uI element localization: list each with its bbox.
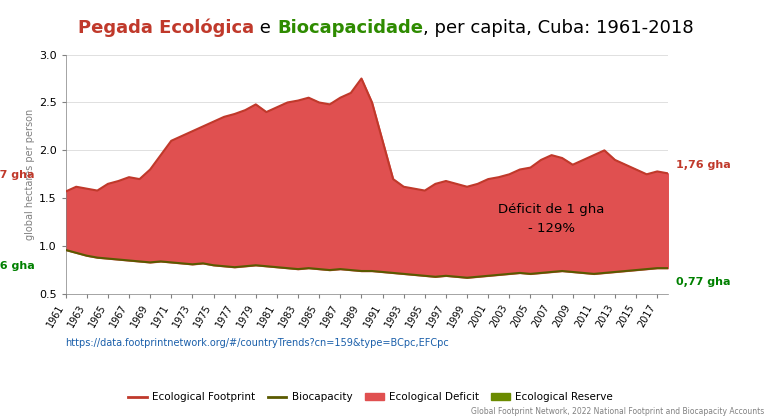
Text: 0,96 gha: 0,96 gha	[0, 261, 34, 271]
Text: 0,77 gha: 0,77 gha	[676, 277, 730, 287]
Text: 1,57 gha: 1,57 gha	[0, 170, 34, 180]
Text: Déficit de 1 gha: Déficit de 1 gha	[499, 203, 604, 216]
Y-axis label: global hectares per person: global hectares per person	[25, 109, 35, 240]
Legend: Ecological Footprint, Biocapacity, Ecological Deficit, Ecological Reserve: Ecological Footprint, Biocapacity, Ecolo…	[124, 388, 617, 407]
Text: , per capita, Cuba: 1961-2018: , per capita, Cuba: 1961-2018	[423, 19, 694, 37]
Text: Pegada Ecológica: Pegada Ecológica	[78, 19, 255, 37]
Text: 1,76 gha: 1,76 gha	[676, 160, 731, 170]
Text: e: e	[255, 19, 277, 37]
Text: https://data.footprintnetwork.org/#/countryTrends?cn=159&type=BCpc,EFCpc: https://data.footprintnetwork.org/#/coun…	[66, 338, 449, 348]
Text: Global Footprint Network, 2022 National Footprint and Biocapacity Accounts: Global Footprint Network, 2022 National …	[471, 407, 764, 416]
Text: Biocapacidade: Biocapacidade	[277, 19, 423, 37]
Text: - 129%: - 129%	[528, 222, 575, 235]
